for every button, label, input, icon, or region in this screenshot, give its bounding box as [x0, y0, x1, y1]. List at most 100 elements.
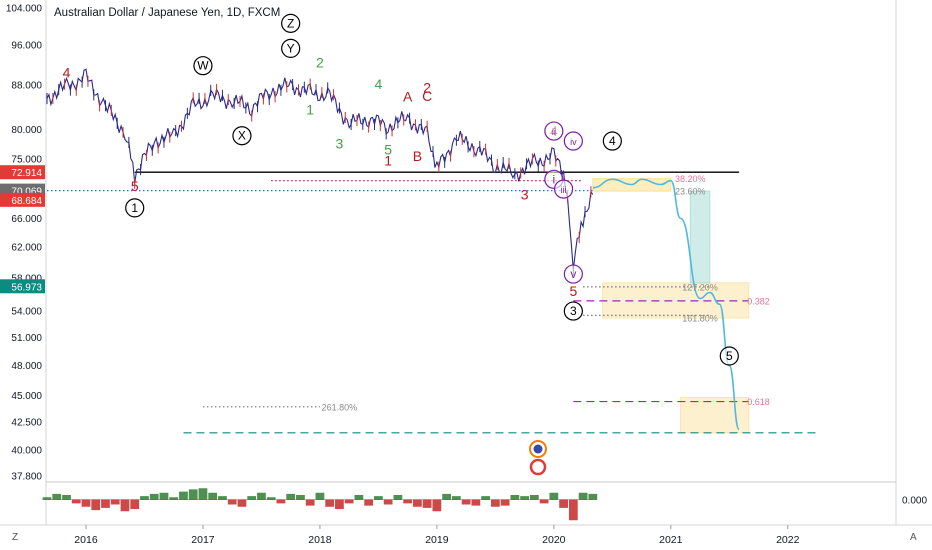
- osc-bar: [490, 499, 500, 507]
- y-tick-label: 54.000: [11, 307, 42, 318]
- wave-label-27: 5: [726, 349, 733, 363]
- projection-layer: [592, 178, 740, 431]
- osc-bar: [549, 492, 559, 500]
- osc-bar: [305, 499, 315, 506]
- wave-circle-20: [563, 131, 583, 151]
- osc-bar: [393, 495, 403, 500]
- wave-label-17: 3: [521, 186, 529, 202]
- wave-label-9: A: [403, 88, 413, 104]
- y-tick-label: 45.000: [11, 391, 42, 402]
- osc-bar: [451, 496, 461, 500]
- y-tick-label: 75.000: [11, 155, 42, 166]
- y-tick-label: 80.000: [11, 125, 42, 136]
- osc-bar: [237, 499, 247, 507]
- wave-circle-1: [193, 56, 213, 76]
- wave-label-10: 2: [423, 79, 431, 95]
- osc-bar: [344, 499, 354, 504]
- osc-bar: [179, 491, 188, 500]
- osc-bar: [510, 495, 520, 500]
- event-refresh-icon[interactable]: [529, 458, 547, 476]
- osc-bar: [188, 489, 198, 500]
- osc-bar: [42, 497, 52, 500]
- osc-bar: [247, 496, 257, 500]
- wave-label-20: iv: [570, 137, 577, 147]
- wave-labels-layer: 4WZY21X34A2C51B5134iiiv4iiiiv535: [63, 13, 739, 366]
- x-tick-label: 2019: [425, 534, 449, 546]
- wave-circle-2: [281, 13, 301, 33]
- osc-bar: [101, 499, 110, 508]
- osc-bar: [52, 493, 62, 500]
- price-layer: [46, 68, 594, 276]
- osc-bar: [286, 493, 296, 500]
- y-tick-label: 62.000: [11, 243, 42, 254]
- y-tick-label: 48.000: [11, 361, 42, 372]
- osc-bar: [442, 493, 452, 500]
- wave-label-5: 1: [306, 102, 314, 118]
- osc-bar: [198, 488, 208, 500]
- osc-bar: [227, 499, 237, 505]
- osc-bar: [71, 499, 81, 504]
- x-tick-label: 2020: [542, 534, 566, 546]
- wave-label-26: 3: [570, 304, 577, 318]
- wave-label-4: 2: [316, 55, 324, 71]
- osc-bar: [461, 499, 471, 505]
- fib-label-0: 38.20%: [675, 174, 706, 184]
- wave-label-23: iii: [561, 185, 567, 195]
- osc-bar: [559, 499, 568, 508]
- wave-label-24: v: [570, 267, 576, 281]
- wave-label-2: Z: [287, 16, 294, 30]
- osc-bar: [266, 497, 276, 500]
- osc-bar: [315, 492, 325, 500]
- fib-label-1: 23.60%: [675, 187, 706, 197]
- wave-label-1: W: [197, 59, 209, 73]
- zone-3: [689, 190, 711, 284]
- price-tag-1: 70.069: [11, 187, 42, 198]
- y-tick-label: 40.000: [11, 445, 42, 456]
- wave-label-3: Y: [287, 41, 295, 55]
- y-tick-label: 88.000: [11, 81, 42, 92]
- wave-circle-26: [563, 301, 583, 321]
- y-ticks-layer: 104.000 96.000 88.000 80.000 75.000 66.000 62.…: [6, 4, 43, 483]
- x-ticks-layer: 2016 2017 2018 2019 2020 2021 2022: [74, 525, 800, 546]
- osc-bar: [276, 499, 286, 504]
- price-tag-bg-0: [0, 165, 45, 180]
- osc-bar: [374, 496, 383, 500]
- osc-bar: [471, 499, 481, 506]
- osc-bar: [110, 499, 120, 505]
- timezone-icon-label[interactable]: Z: [12, 532, 18, 543]
- osc-bar: [81, 499, 91, 507]
- osc-bar: [578, 492, 588, 500]
- wave-label-13: 1: [384, 152, 392, 168]
- wave-label-8: 4: [375, 76, 383, 92]
- wave-label-0: 4: [63, 64, 71, 80]
- osc-bar: [130, 499, 140, 509]
- osc-bar: [364, 499, 374, 506]
- x-tick-label: 2021: [659, 534, 683, 546]
- price-tag-0: 72.914: [11, 168, 42, 179]
- auto-scale-icon-label[interactable]: A: [910, 532, 917, 543]
- event-icons[interactable]: [529, 440, 547, 476]
- osc-bar: [383, 499, 393, 505]
- x-tick-label: 2017: [191, 534, 215, 546]
- zones-layer: [592, 178, 750, 434]
- wave-circle-24: [563, 264, 583, 284]
- wave-circle-3: [281, 38, 301, 58]
- x-tick-label: 2022: [776, 534, 800, 546]
- osc-bar: [140, 496, 149, 500]
- osc-bar: [335, 499, 344, 509]
- wave-label-6: X: [238, 129, 246, 143]
- fib-label-2: 127.20%: [682, 282, 718, 292]
- wave-label-12: 5: [384, 141, 392, 157]
- zone-1: [602, 282, 750, 319]
- osc-bar: [354, 495, 364, 500]
- osc-bar: [159, 492, 169, 500]
- x-tick-label: 2018: [308, 534, 332, 546]
- fib-label-3: 0.382: [747, 296, 770, 306]
- price-line: [46, 68, 594, 271]
- x-tick-label: 2016: [74, 534, 98, 546]
- y-tick-label: 37.800: [11, 472, 42, 483]
- y-tick-label: 42.500: [11, 417, 42, 428]
- y-tick-label: 104.000: [6, 4, 43, 15]
